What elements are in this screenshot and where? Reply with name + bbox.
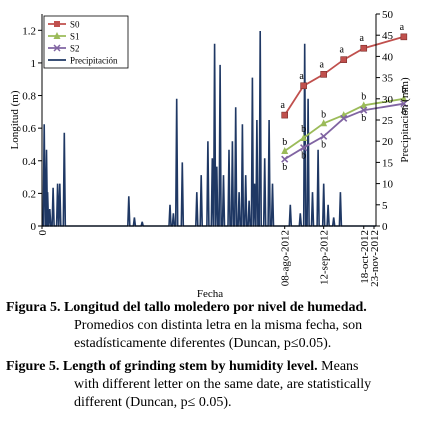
significance-label-s1: b (301, 124, 306, 135)
x-tick-label: 18-oct-2012 (359, 230, 371, 284)
caption-spanish: Figura 5. Longitud del tallo moledero po… (6, 299, 418, 353)
left-tick-label: 1 (31, 58, 37, 70)
significance-label-s0: a (319, 59, 324, 70)
x-tick-label: 23-nov-2012 (369, 230, 381, 287)
data-point-s2-stroke (360, 106, 368, 114)
left-tick-label: 0.2 (22, 188, 36, 200)
x-tick-label: 0 (37, 230, 49, 236)
significance-label-s2: b (282, 162, 287, 173)
data-point-s0 (400, 33, 408, 41)
left-tick-label: 0.6 (22, 123, 36, 135)
right-tick-label: 35 (382, 73, 394, 85)
legend-marker-s2 (53, 44, 61, 52)
right-axis-title: Precipitación (mm) (399, 77, 411, 163)
significance-label-s2: b (301, 151, 306, 162)
caption-english-rest: with different letter on the same date, … (74, 377, 372, 410)
left-tick-label: 0.4 (22, 156, 36, 168)
data-point-s2-stroke (281, 155, 289, 163)
x-tick-label: 12-sep-2012 (319, 230, 331, 285)
data-point-s0 (320, 71, 327, 78)
caption-english: Figure 5. Length of grinding stem by hum… (6, 358, 418, 412)
legend-marker-s0 (54, 21, 60, 27)
data-point-s2 (300, 144, 308, 152)
data-point-s2 (400, 100, 408, 108)
left-tick-label: 1.2 (22, 25, 36, 37)
x-tick-label: 08-ago-2012 (280, 230, 292, 286)
significance-label-s2: b (401, 107, 406, 118)
significance-label-s2: b (321, 139, 326, 150)
caption-english-lead-rest: Means (321, 359, 359, 374)
left-tick-label: 0 (31, 221, 37, 233)
series-line-s2 (284, 102, 404, 160)
significance-label-s0: a (360, 33, 365, 44)
right-tick-label: 45 (382, 30, 394, 42)
significance-label-s0: a (339, 45, 344, 56)
significance-label-s2: b (361, 113, 366, 124)
right-tick-label: 30 (382, 94, 394, 106)
right-tick-label: 10 (382, 179, 394, 191)
right-tick-label: 50 (382, 9, 394, 21)
caption-spanish-rest: Promedios con distinta letra en la misma… (74, 318, 363, 351)
right-tick-label: 0 (382, 221, 388, 233)
data-point-s2 (320, 132, 328, 140)
data-point-s0 (340, 56, 348, 63)
caption-spanish-lead: Figura 5. Longitud del tallo moledero po… (6, 300, 367, 315)
significance-label-s0: a (299, 71, 304, 82)
data-point-s2 (340, 114, 348, 122)
data-point-s2-stroke (300, 144, 308, 152)
data-point-s1 (360, 101, 368, 109)
data-point-s0 (300, 82, 307, 90)
data-point-s0 (281, 111, 289, 119)
right-tick-label: 5 (382, 200, 388, 212)
data-point-s2-stroke (340, 114, 348, 122)
data-point-s1 (320, 119, 328, 127)
precipitation-line (42, 30, 376, 227)
right-tick-label: 15 (382, 157, 394, 169)
data-point-s2-stroke (400, 100, 408, 108)
significance-label-s1: b (282, 137, 287, 148)
series-line-s0 (283, 35, 405, 116)
data-point-s0 (360, 44, 368, 52)
legend-label-precipitacin: Precipitación (70, 56, 118, 66)
significance-label-s0: a (400, 22, 405, 33)
data-point-s1 (400, 94, 408, 102)
significance-label-s1: b (361, 91, 366, 102)
data-point-s2-stroke (320, 132, 328, 140)
right-tick-label: 40 (382, 51, 394, 63)
data-point-s1 (281, 146, 289, 154)
left-axis-title: Longitud (m) (9, 90, 21, 149)
data-point-s2 (281, 155, 289, 163)
legend-label-s2: S2 (70, 44, 80, 54)
significance-label-s1: b (401, 85, 406, 96)
legend-label-s0: S0 (70, 20, 80, 30)
series-line-s1 (284, 97, 404, 152)
legend-label-s1: S1 (70, 32, 80, 42)
data-point-s2 (360, 106, 368, 114)
data-point-s1 (300, 133, 308, 141)
left-tick-label: 0.8 (22, 91, 36, 103)
x-axis-title: Fecha (197, 288, 223, 300)
significance-label-s1: b (321, 109, 326, 120)
right-tick-label: 20 (382, 136, 394, 148)
right-tick-label: 25 (382, 115, 394, 127)
significance-label-s0: a (280, 100, 285, 111)
legend-marker-s1 (53, 32, 61, 39)
caption-english-lead: Figure 5. Length of grinding stem by hum… (6, 359, 318, 374)
